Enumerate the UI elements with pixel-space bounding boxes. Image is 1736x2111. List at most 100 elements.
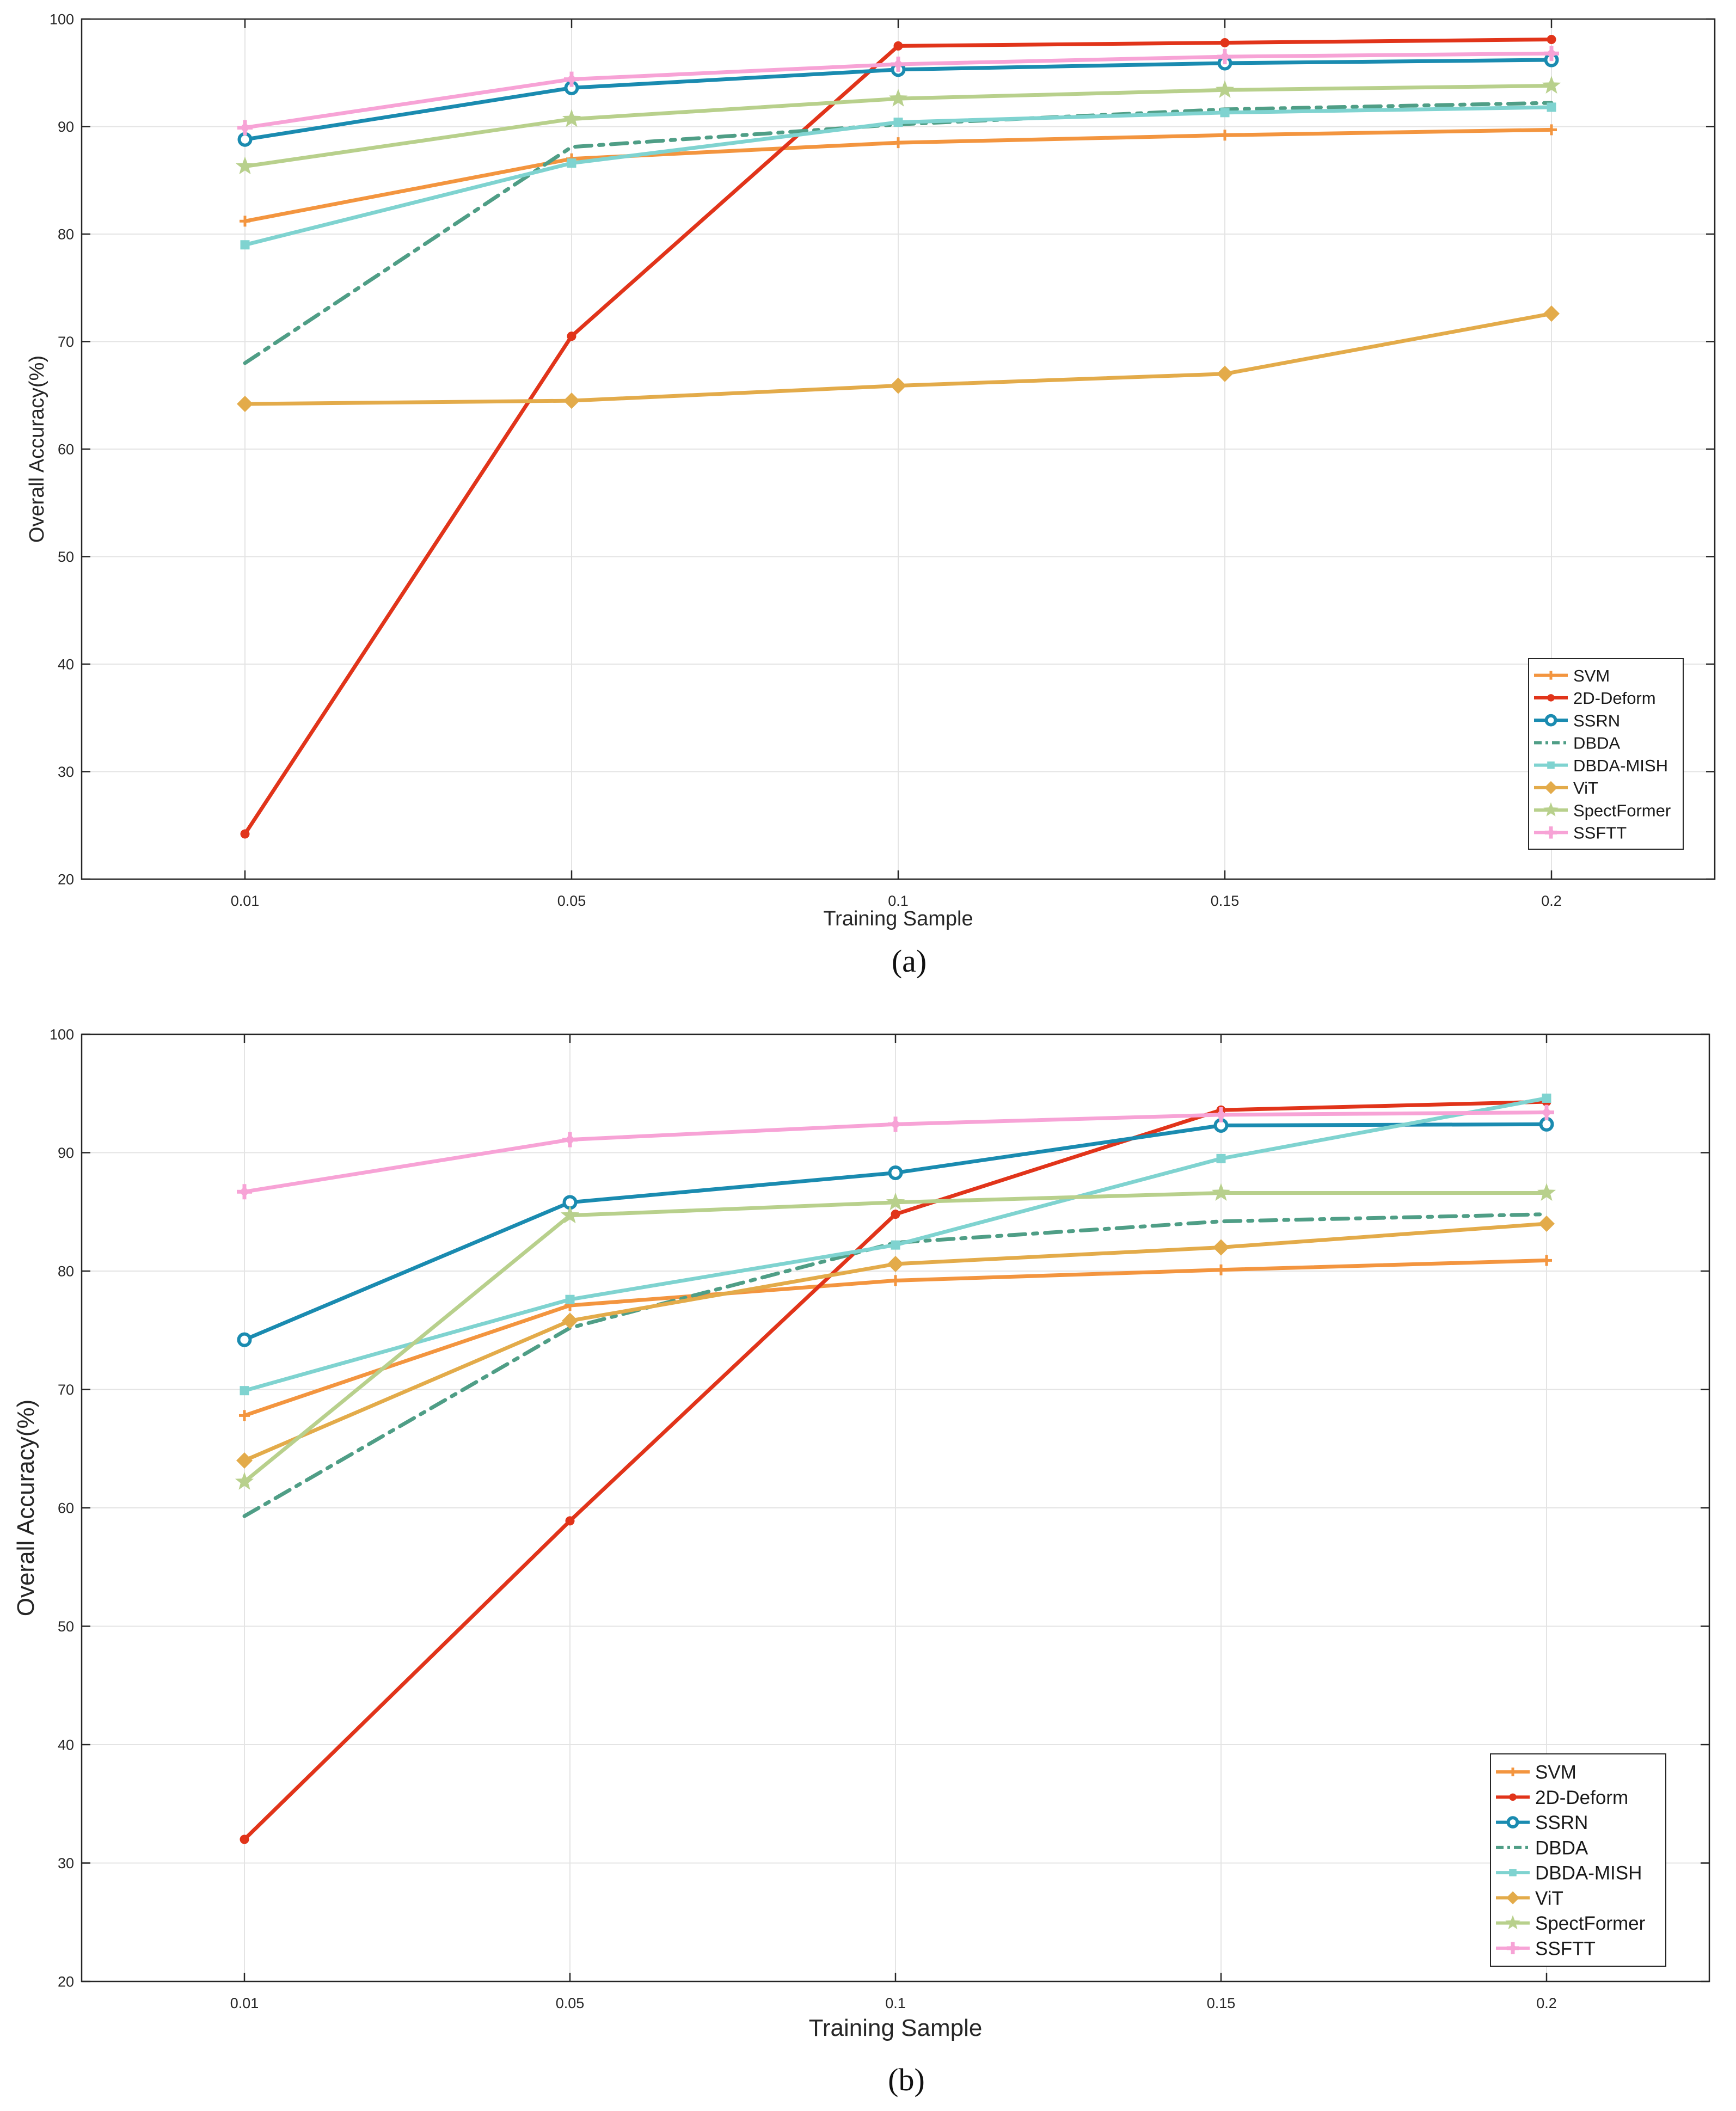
legend-label: SpectFormer [1573, 801, 1671, 820]
y-axis: 20 30 40 50 60 70 80 90 100 [50, 1027, 1709, 1990]
legend-marker [1508, 1768, 1517, 1777]
series-2d-deform [240, 35, 1556, 839]
data-point [888, 89, 908, 107]
y-tick-label: 100 [50, 1027, 74, 1043]
y-tick-label: 90 [58, 119, 74, 135]
data-point [240, 829, 250, 839]
data-point [1542, 76, 1561, 94]
data-point [893, 41, 903, 51]
legend-label: DBDA-MISH [1573, 756, 1668, 775]
legend-label: 2D-Deform [1573, 689, 1656, 708]
y-tick-label: 50 [58, 549, 74, 565]
legend: SVM 2D-Deform SSRN DBDA DBDA-MISH ViT SpectFor… [1528, 658, 1684, 850]
y-axis-label: Overall Accuracy(%) [13, 1400, 39, 1617]
series-spectformer [235, 76, 1561, 175]
data-point [1220, 108, 1230, 118]
data-point [1217, 365, 1233, 382]
x-tick-label: 0.01 [230, 1995, 259, 2011]
legend-item: DBDA [1496, 1837, 1588, 1858]
legend-label: DBDA-MISH [1535, 1863, 1642, 1884]
y-tick-label: 90 [58, 1145, 74, 1161]
figure-caption: (a) [892, 943, 927, 979]
data-point [237, 120, 253, 136]
x-tick-label: 0.2 [1536, 1995, 1557, 2011]
x-tick-label: 0.15 [1211, 893, 1240, 909]
data-point [240, 1834, 249, 1844]
data-point [1219, 130, 1230, 141]
legend-label: SSFTT [1573, 824, 1627, 843]
data-point [1211, 1183, 1231, 1201]
data-point [562, 1312, 578, 1329]
data-point [1543, 305, 1560, 322]
legend-marker [1544, 714, 1557, 727]
data-point [239, 1410, 250, 1421]
data-point [240, 1386, 249, 1396]
series-vit [236, 1216, 1555, 1469]
legend-marker [1544, 781, 1557, 794]
data-point [888, 1165, 903, 1180]
series-ssrn [237, 1116, 1554, 1347]
legend-item: ViT [1496, 1888, 1563, 1909]
x-axis: 0.01 0.05 0.1 0.15 0.2 [231, 19, 1562, 909]
data-point [893, 137, 904, 149]
y-tick-label: 60 [58, 1500, 74, 1517]
data-point [237, 132, 253, 147]
data-point [891, 1210, 900, 1219]
data-point [565, 1516, 575, 1526]
legend-label: 2D-Deform [1535, 1787, 1628, 1808]
data-point [886, 1192, 905, 1211]
data-point [240, 216, 250, 227]
y-tick-label: 30 [58, 764, 74, 780]
x-axis-label: Training Sample [809, 2015, 983, 2041]
data-point [1541, 1255, 1552, 1266]
x-axis-label: Training Sample [823, 907, 973, 930]
legend-marker [1547, 671, 1555, 680]
legend-box [1490, 1753, 1666, 1967]
y-tick-label: 40 [58, 1737, 74, 1753]
y-tick-label: 50 [58, 1618, 74, 1635]
data-point [563, 392, 580, 409]
series-ssftt [237, 46, 1559, 136]
data-point [1213, 1107, 1229, 1122]
data-point [1544, 46, 1559, 62]
legend-item: SSRN [1534, 711, 1620, 730]
legend-marker [1509, 1793, 1517, 1801]
y-tick-label: 80 [58, 1263, 74, 1280]
legend-label: DBDA [1573, 734, 1620, 753]
legend-marker [1506, 1891, 1519, 1905]
y-tick-label: 30 [58, 1855, 74, 1871]
data-point [567, 158, 576, 168]
data-point [235, 156, 255, 175]
legend-item: DBDA-MISH [1496, 1863, 1642, 1884]
legend-label: DBDA [1535, 1837, 1588, 1858]
legend-label: SSRN [1573, 711, 1620, 730]
data-point [236, 1452, 253, 1469]
data-point [890, 377, 906, 394]
x-tick-label: 0.05 [556, 1995, 585, 2011]
data-point [1216, 1153, 1226, 1163]
y-tick-label: 60 [58, 441, 74, 458]
legend-item: SpectFormer [1534, 801, 1671, 820]
data-point [237, 1332, 252, 1347]
data-point [1539, 1104, 1554, 1120]
y-axis: 20 30 40 50 60 70 80 90 100 [50, 11, 1715, 888]
x-axis: 0.01 0.05 0.1 0.15 0.2 [230, 1034, 1557, 2011]
chart-panel-b: 20 30 40 50 60 70 80 90 100 0.01 0.05 0.1 0.15 0.2 Tra… [13, 1027, 1710, 2097]
x-tick-label: 0.05 [557, 893, 586, 909]
data-point [565, 1294, 575, 1304]
figure-caption: (b) [888, 2062, 925, 2097]
data-point [1542, 1093, 1551, 1103]
series-ssftt [237, 1104, 1554, 1200]
y-axis-label: Overall Accuracy(%) [26, 355, 48, 543]
data-point [1213, 1239, 1229, 1256]
legend-item: ViT [1534, 778, 1598, 797]
legend: SVM 2D-Deform SSRN DBDA DBDA-MISH ViT SpectFor… [1490, 1753, 1666, 1967]
x-tick-label: 0.01 [231, 893, 260, 909]
legend-marker [1547, 761, 1555, 769]
x-tick-label: 0.2 [1541, 893, 1562, 909]
legend-label: ViT [1573, 778, 1598, 797]
legend-box [1528, 658, 1684, 850]
series-vit [237, 305, 1560, 413]
y-tick-label: 70 [58, 334, 74, 350]
